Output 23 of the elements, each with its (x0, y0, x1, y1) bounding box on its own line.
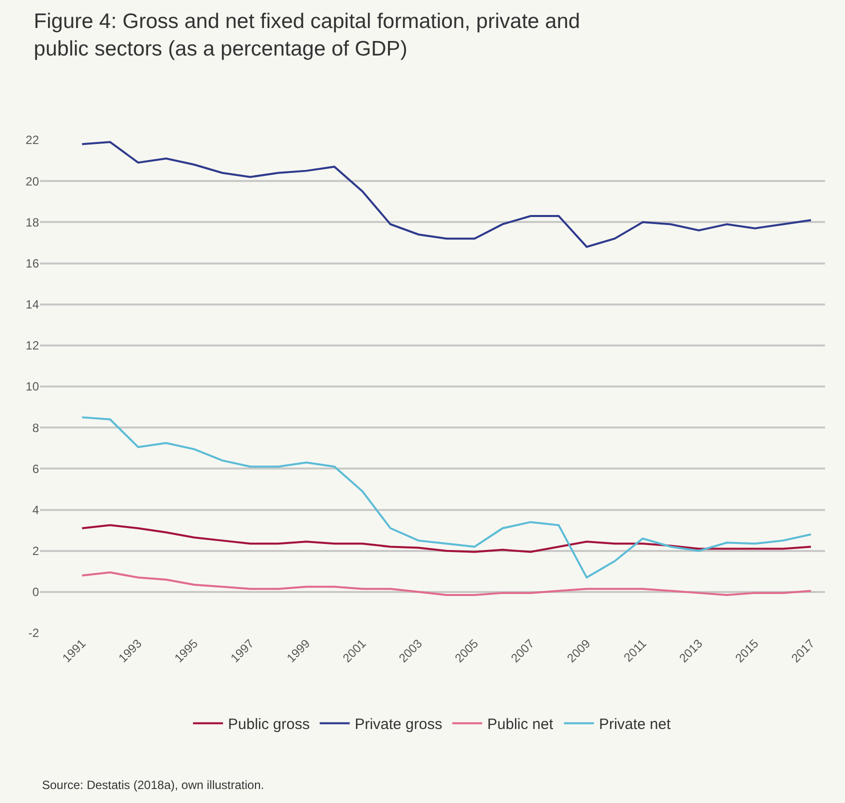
legend-label: Public net (487, 716, 554, 734)
line-series (81, 571, 812, 596)
y-tick-label: 18 (26, 215, 40, 230)
y-tick-label: 4 (32, 502, 40, 517)
y-tick-label: 0 (32, 585, 40, 600)
y-tick-label: 14 (26, 298, 40, 312)
line-series (81, 524, 812, 553)
y-tick-label: 8 (32, 420, 40, 435)
legend-label: Private gross (354, 716, 442, 734)
y-tick-label: 20 (26, 174, 40, 188)
y-tick-label: 10 (26, 380, 40, 394)
y-tick-label: 16 (26, 256, 40, 270)
legend-label: Public gross (228, 716, 310, 734)
y-tick-label: 12 (26, 338, 40, 353)
source-note: Source: Destatis (2018a), own illustration. (42, 778, 264, 792)
line-series (81, 416, 812, 579)
line-series (81, 141, 812, 248)
chart-title: Figure 4: Gross and net fixed capital formation, private and public sectors (as a percentage of GDP) (34, 10, 580, 60)
y-tick-label: 2 (32, 544, 40, 558)
legend-label: Private net (598, 716, 672, 734)
y-tick-label: -2 (28, 626, 40, 640)
y-tick-label: 22 (26, 133, 40, 148)
y-tick-label: 6 (32, 462, 40, 476)
